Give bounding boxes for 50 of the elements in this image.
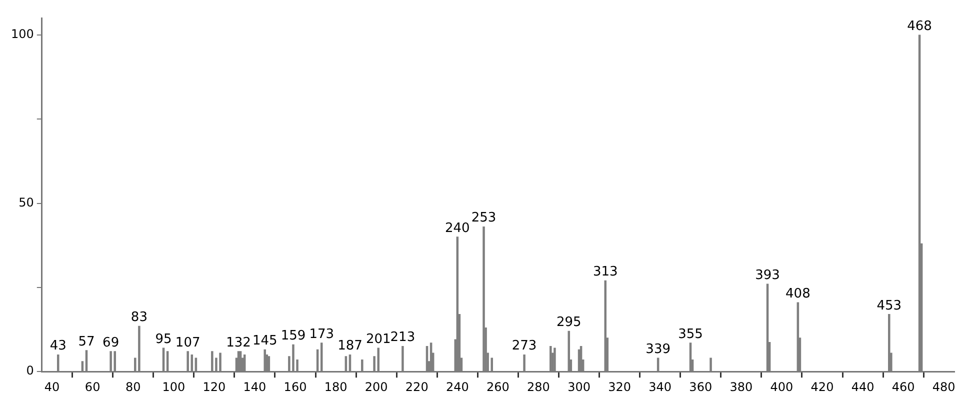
x-tick-label: 260	[486, 380, 510, 394]
x-tick-label: 460	[892, 380, 915, 394]
annotation: 240	[445, 220, 470, 236]
annotation: 57	[78, 334, 95, 350]
annotation: 313	[592, 264, 618, 280]
x-tick-label: 160	[284, 380, 307, 394]
x-tick-label: 480	[932, 380, 956, 394]
x-tick-label: 40	[44, 380, 60, 394]
x-tick-label: 320	[608, 380, 632, 394]
x-tick-label: 360	[689, 380, 712, 394]
annotation: 295	[556, 315, 582, 330]
x-tick-label: 340	[648, 380, 672, 394]
annotation: 173	[309, 326, 334, 342]
annotation: 201	[366, 332, 391, 347]
y-tick-label: 0	[26, 364, 34, 378]
x-tick-label: 140	[243, 380, 266, 394]
y-tick-label: 50	[18, 195, 34, 210]
annotation: 132	[226, 335, 251, 350]
annotation: 213	[390, 330, 416, 346]
x-tick-label: 420	[810, 380, 834, 394]
x-tick-label: 100	[162, 380, 186, 394]
x-tick-label: 180	[324, 380, 348, 394]
annotation: 273	[512, 338, 537, 354]
annotation: 95	[155, 332, 172, 347]
annotation: 408	[786, 286, 810, 302]
annotation: 43	[50, 338, 66, 354]
annotation: 339	[646, 342, 670, 358]
x-tick-label: 440	[851, 380, 874, 394]
x-tick-label: 80	[125, 380, 141, 394]
annotation: 83	[130, 310, 148, 326]
annotation: 107	[175, 335, 200, 350]
annotation: 393	[755, 268, 780, 283]
annotation: 253	[471, 210, 496, 226]
annotation: 187	[338, 338, 362, 354]
annotation: 453	[876, 298, 902, 314]
x-tick-label: 200	[364, 380, 388, 394]
x-tick-label: 120	[202, 380, 226, 394]
x-tick-label: 380	[730, 380, 753, 394]
annotation: 355	[678, 326, 703, 342]
x-tick-label: 240	[446, 380, 469, 394]
x-tick-label: 220	[405, 380, 428, 394]
x-tick-label: 400	[770, 380, 794, 394]
x-tick-label: 300	[568, 380, 590, 394]
x-tick-label: 280	[527, 380, 550, 394]
x-tick-label: 60	[84, 380, 100, 394]
annotation: 145	[252, 334, 278, 349]
annotation: 69	[102, 335, 120, 350]
y-tick-label: 100	[11, 27, 34, 42]
annotation: 159	[280, 328, 306, 344]
annotation: 468	[907, 18, 932, 34]
